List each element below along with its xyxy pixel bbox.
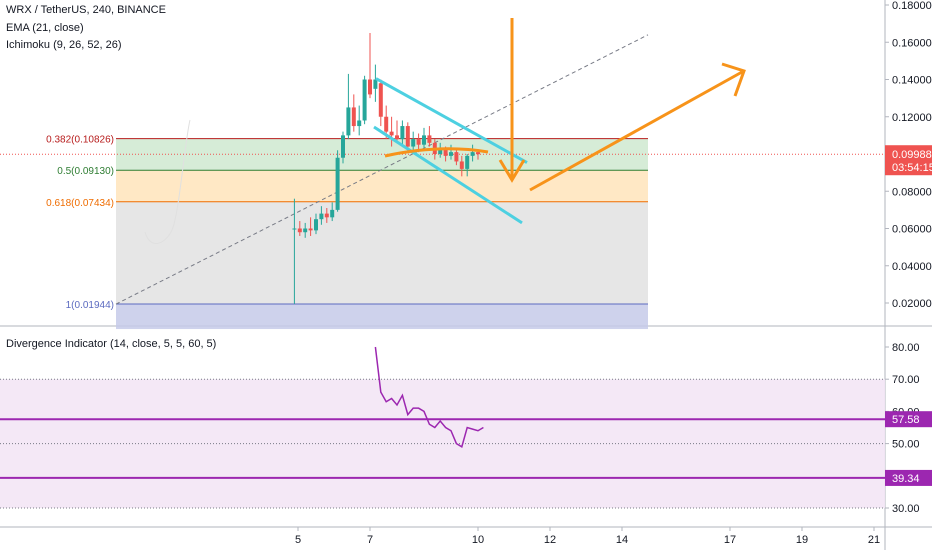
candle-body (427, 135, 432, 143)
candle-body (465, 155, 470, 169)
indicator-axis-label: 30.00 (892, 503, 920, 515)
candle-body (351, 107, 356, 127)
divergence-line (374, 346, 484, 448)
candle-body (324, 213, 329, 218)
candle-body (400, 126, 405, 140)
indicator-axis-label: 80.00 (892, 342, 920, 354)
indicator-axis-label: 50.00 (892, 439, 920, 451)
candle-body (335, 157, 340, 210)
indicator-level-badge (885, 411, 932, 428)
candle-body (384, 116, 389, 132)
indicator-axis-label: 70.00 (892, 374, 920, 386)
ichimoku-cloud-trace (144, 119, 191, 244)
price-axis-label: 0.18000 (892, 0, 932, 12)
price-axis-label: 0.04000 (892, 261, 932, 273)
price-axis-label: 0.16000 (892, 37, 932, 49)
fib-zone-base (116, 304, 648, 330)
candle-body (368, 79, 372, 95)
time-axis-label: 7 (367, 534, 373, 546)
candle-body (416, 139, 421, 145)
candle-body (303, 228, 308, 233)
fib-level-label: 0.5(0.09130) (57, 166, 114, 177)
price-axis-label: 0.12000 (892, 112, 932, 124)
price-axis-label: 0.14000 (892, 75, 932, 87)
candle-body (389, 131, 394, 136)
candle-body (362, 79, 367, 121)
symbol-title: WRX / TetherUS, 240, BINANCE (6, 4, 166, 16)
indicator-level-badge (885, 469, 932, 486)
candle-body (405, 126, 410, 147)
fib-level-label: 1(0.01944) (66, 300, 114, 311)
ichimoku-legend: Ichimoku (9, 26, 52, 26) (6, 39, 122, 51)
candle-body (470, 152, 475, 156)
candle-body (357, 120, 362, 127)
time-axis-label: 17 (724, 534, 736, 546)
current-price-value: 0.09988 (892, 149, 932, 161)
candle-body (438, 148, 443, 154)
time-axis-label: 12 (544, 534, 556, 546)
orange-arc (384, 147, 489, 158)
candle-body (476, 152, 480, 155)
down-arrow-head (498, 159, 526, 183)
candle-body (373, 79, 378, 89)
price-axis-label: 0.06000 (892, 224, 932, 236)
candle-body (297, 228, 302, 233)
dashed-trendline (115, 34, 649, 305)
time-axis-label: 5 (295, 534, 301, 546)
candle-body (308, 228, 313, 231)
candle-body (319, 213, 324, 220)
candle-body (449, 152, 453, 156)
ema-legend: EMA (21, close) (6, 22, 84, 34)
candle-body (422, 135, 426, 145)
candle-body (292, 228, 297, 230)
candle-body (395, 135, 399, 140)
fib-zone-500-618 (116, 170, 648, 202)
candle-body (443, 148, 448, 156)
up-arrow-head (721, 62, 746, 97)
current-price-badge (885, 145, 932, 176)
candle-body (314, 219, 318, 231)
indicator-level-value: 57.58 (892, 414, 920, 426)
fib-zone-618-1 (116, 201, 648, 305)
candle-body (454, 152, 459, 162)
channel-upper-line (375, 77, 528, 164)
candle-body (459, 161, 464, 169)
fib-level-label: 0.618(0.07434) (46, 198, 114, 209)
candle-body (411, 139, 416, 147)
time-axis-label: 10 (472, 534, 484, 546)
candle-body (330, 209, 335, 218)
candle-body (341, 135, 345, 158)
channel-lower-line (373, 125, 523, 225)
time-axis-label: 21 (868, 534, 880, 546)
indicator-title: Divergence Indicator (14, close, 5, 5, 6… (6, 338, 217, 350)
candle-body (378, 83, 383, 117)
time-axis-label: 19 (796, 534, 808, 546)
fib-level-label: 0.382(0.10826) (46, 135, 114, 146)
price-axis-label: 0.02000 (892, 298, 932, 310)
price-axis-label: 0.08000 (892, 186, 932, 198)
time-axis-label: 14 (616, 534, 628, 546)
candle-body (346, 107, 351, 136)
countdown-value: 03:54:15 (892, 162, 932, 174)
indicator-level-value: 39.34 (892, 473, 920, 485)
up-arrow-shaft (529, 70, 743, 192)
